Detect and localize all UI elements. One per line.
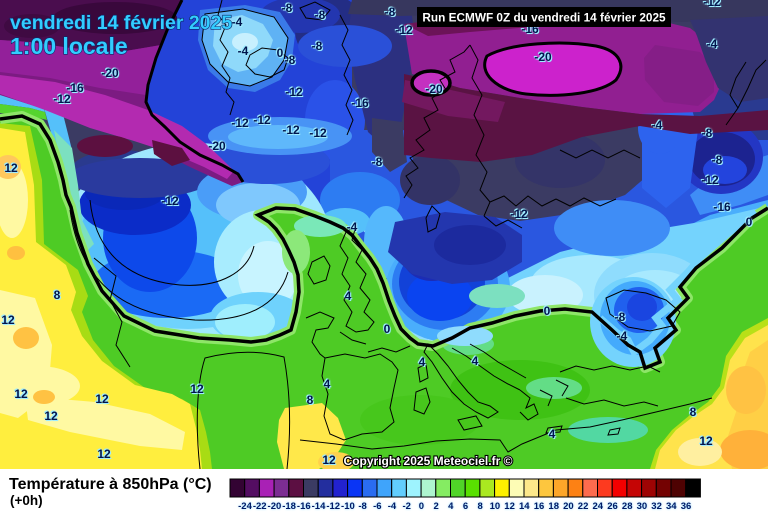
svg-text:12: 12 bbox=[322, 453, 336, 467]
svg-text:26: 26 bbox=[607, 501, 618, 512]
svg-text:12: 12 bbox=[44, 409, 58, 423]
svg-text:34: 34 bbox=[666, 501, 677, 512]
svg-text:-8: -8 bbox=[285, 53, 296, 67]
svg-text:-4: -4 bbox=[347, 220, 358, 234]
svg-text:-24: -24 bbox=[238, 501, 252, 512]
svg-text:-6: -6 bbox=[373, 501, 381, 512]
svg-text:10: 10 bbox=[490, 501, 501, 512]
svg-text:Copyright 2025 Meteociel.fr ©: Copyright 2025 Meteociel.fr © bbox=[344, 454, 513, 468]
svg-text:-12: -12 bbox=[703, 0, 721, 9]
svg-text:-12: -12 bbox=[161, 194, 179, 208]
svg-text:28: 28 bbox=[622, 501, 633, 512]
svg-text:-20: -20 bbox=[101, 66, 119, 80]
svg-text:-12: -12 bbox=[231, 116, 249, 130]
svg-text:0: 0 bbox=[419, 501, 424, 512]
svg-text:4: 4 bbox=[324, 377, 331, 391]
svg-text:-8: -8 bbox=[315, 8, 326, 22]
svg-text:22: 22 bbox=[578, 501, 589, 512]
svg-text:18: 18 bbox=[548, 501, 559, 512]
svg-text:-8: -8 bbox=[702, 126, 713, 140]
svg-text:-8: -8 bbox=[385, 5, 396, 19]
svg-text:Run ECMWF 0Z du vendredi 14 fé: Run ECMWF 0Z du vendredi 14 février 2025 bbox=[422, 11, 666, 25]
svg-text:-12: -12 bbox=[309, 126, 327, 140]
svg-text:4: 4 bbox=[345, 289, 352, 303]
svg-text:-4: -4 bbox=[388, 501, 397, 512]
svg-text:24: 24 bbox=[593, 501, 604, 512]
svg-text:-12: -12 bbox=[285, 85, 303, 99]
svg-text:0: 0 bbox=[277, 46, 284, 60]
svg-text:12: 12 bbox=[95, 392, 109, 406]
svg-text:-8: -8 bbox=[372, 155, 383, 169]
svg-text:14: 14 bbox=[519, 501, 530, 512]
svg-text:0: 0 bbox=[746, 215, 753, 229]
svg-text:4: 4 bbox=[472, 354, 479, 368]
svg-text:vendredi 14 février 2025: vendredi 14 février 2025 bbox=[10, 12, 232, 34]
svg-text:-20: -20 bbox=[268, 501, 282, 512]
svg-text:-8: -8 bbox=[615, 310, 626, 324]
svg-text:-8: -8 bbox=[312, 39, 323, 53]
svg-text:32: 32 bbox=[651, 501, 662, 512]
svg-text:0: 0 bbox=[544, 304, 551, 318]
svg-text:-22: -22 bbox=[253, 501, 267, 512]
svg-text:-4: -4 bbox=[707, 37, 718, 51]
svg-text:-10: -10 bbox=[341, 501, 355, 512]
svg-text:-4: -4 bbox=[617, 329, 628, 343]
svg-text:36: 36 bbox=[681, 501, 692, 512]
svg-text:-20: -20 bbox=[208, 139, 226, 153]
svg-text:12: 12 bbox=[14, 387, 28, 401]
svg-text:-18: -18 bbox=[282, 501, 296, 512]
svg-text:8: 8 bbox=[54, 288, 61, 302]
svg-text:20: 20 bbox=[563, 501, 574, 512]
svg-text:-8: -8 bbox=[282, 1, 293, 15]
svg-text:12: 12 bbox=[4, 161, 18, 175]
svg-text:30: 30 bbox=[637, 501, 648, 512]
svg-text:8: 8 bbox=[307, 393, 314, 407]
svg-text:-12: -12 bbox=[326, 501, 340, 512]
svg-text:(+0h): (+0h) bbox=[10, 493, 43, 508]
svg-text:-2: -2 bbox=[402, 501, 410, 512]
svg-text:-20: -20 bbox=[425, 82, 443, 96]
svg-text:6: 6 bbox=[463, 501, 468, 512]
svg-text:-16: -16 bbox=[713, 200, 731, 214]
svg-text:-12: -12 bbox=[253, 113, 271, 127]
svg-text:4: 4 bbox=[448, 501, 454, 512]
svg-text:-16: -16 bbox=[297, 501, 311, 512]
svg-text:-4: -4 bbox=[232, 15, 243, 29]
svg-text:16: 16 bbox=[534, 501, 545, 512]
svg-text:-16: -16 bbox=[351, 96, 369, 110]
svg-text:-8: -8 bbox=[712, 153, 723, 167]
svg-text:-12: -12 bbox=[510, 207, 528, 221]
svg-text:12: 12 bbox=[97, 447, 111, 461]
svg-text:-14: -14 bbox=[312, 501, 326, 512]
svg-text:-4: -4 bbox=[652, 118, 663, 132]
svg-text:-12: -12 bbox=[53, 92, 71, 106]
svg-text:8: 8 bbox=[690, 405, 697, 419]
svg-text:8: 8 bbox=[478, 501, 483, 512]
svg-text:2: 2 bbox=[433, 501, 438, 512]
svg-text:-8: -8 bbox=[358, 501, 366, 512]
svg-text:-12: -12 bbox=[282, 123, 300, 137]
svg-text:Température à 850hPa (°C): Température à 850hPa (°C) bbox=[9, 476, 212, 493]
svg-text:-16: -16 bbox=[66, 81, 84, 95]
svg-text:1:00 locale: 1:00 locale bbox=[10, 33, 128, 59]
svg-text:4: 4 bbox=[419, 355, 426, 369]
svg-text:12: 12 bbox=[699, 434, 713, 448]
svg-text:-12: -12 bbox=[701, 173, 719, 187]
svg-text:12: 12 bbox=[1, 313, 15, 327]
svg-text:0: 0 bbox=[384, 322, 391, 336]
svg-text:12: 12 bbox=[504, 501, 515, 512]
svg-text:4: 4 bbox=[549, 427, 556, 441]
svg-text:-20: -20 bbox=[534, 50, 552, 64]
svg-text:-4: -4 bbox=[238, 44, 249, 58]
svg-text:-12: -12 bbox=[395, 23, 413, 37]
svg-text:12: 12 bbox=[190, 382, 204, 396]
